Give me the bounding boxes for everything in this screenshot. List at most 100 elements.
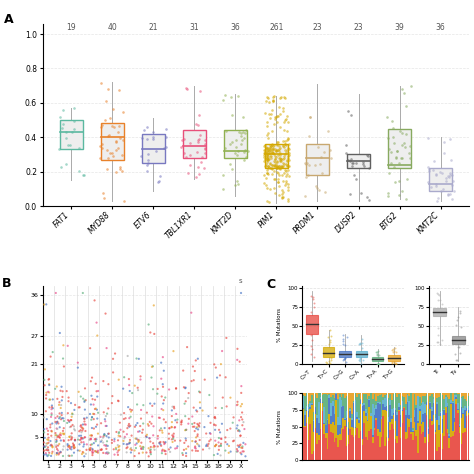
Point (178, 418, 185, 426)
Point (267, 142, 274, 150)
Point (264, 162, 272, 170)
Bar (386, 395, 387, 406)
Point (57, 429, 64, 437)
Point (261, 163, 268, 170)
Point (392, 178, 399, 186)
Point (162, 419, 170, 426)
Point (100, 409, 108, 416)
Point (112, 146, 120, 154)
Point (440, 138, 447, 146)
Bar (349, 419, 351, 428)
Point (273, 146, 281, 154)
Point (161, 424, 168, 432)
Bar (431, 393, 433, 394)
Bar (466, 393, 467, 401)
Point (79, 427, 86, 434)
Point (307, 331, 315, 338)
Point (67, 432, 74, 440)
Point (272, 115, 279, 123)
Point (263, 154, 270, 161)
Point (340, 355, 348, 363)
Point (113, 428, 120, 436)
Point (74, 436, 82, 443)
Point (270, 141, 277, 148)
Bar (363, 405, 365, 410)
Bar (440, 434, 441, 460)
Point (173, 443, 181, 450)
Point (223, 426, 231, 434)
Bar (332, 433, 334, 460)
Point (94, 449, 102, 456)
Point (191, 367, 199, 375)
Bar (308, 393, 309, 404)
Point (43, 440, 50, 447)
Point (196, 399, 204, 406)
Point (317, 153, 325, 161)
Point (390, 164, 398, 171)
Point (104, 430, 112, 438)
Point (126, 387, 134, 395)
Point (67, 399, 75, 407)
Point (139, 445, 147, 453)
Bar (456, 404, 457, 460)
Point (375, 351, 383, 358)
Point (269, 97, 276, 104)
Point (62, 135, 70, 142)
Point (186, 161, 194, 169)
Point (162, 450, 169, 458)
Point (234, 92, 241, 100)
Bar (436, 451, 438, 460)
Point (265, 198, 273, 205)
Bar (332, 422, 334, 433)
Point (237, 441, 244, 448)
Point (45, 447, 52, 454)
Point (361, 162, 368, 170)
Point (262, 142, 269, 149)
Point (197, 131, 204, 139)
Point (116, 419, 124, 427)
Point (450, 188, 457, 195)
Point (374, 360, 382, 368)
Point (264, 157, 271, 164)
Bar (325, 425, 327, 433)
Bar (304, 411, 306, 415)
Point (159, 400, 167, 407)
Point (284, 186, 292, 194)
Bar (417, 393, 419, 396)
Point (119, 437, 127, 445)
Point (71, 118, 78, 125)
Point (64, 442, 72, 449)
Point (47, 427, 55, 435)
Point (45, 447, 52, 455)
Point (126, 414, 133, 422)
Point (271, 152, 279, 160)
Point (153, 147, 160, 155)
Point (284, 135, 292, 143)
Bar (448, 438, 450, 447)
Bar (409, 396, 410, 401)
Bar (310, 407, 311, 409)
Point (344, 157, 352, 164)
Point (77, 393, 84, 401)
Point (41, 382, 48, 389)
Point (388, 346, 395, 354)
Bar (306, 410, 308, 411)
Point (275, 155, 283, 162)
Point (103, 344, 110, 352)
Point (216, 428, 224, 436)
Bar (375, 405, 377, 409)
Point (241, 146, 249, 154)
Point (48, 405, 55, 413)
Bar (431, 394, 433, 407)
Point (275, 163, 283, 170)
Point (192, 407, 200, 414)
Point (156, 414, 164, 422)
Point (65, 437, 73, 444)
Point (112, 168, 120, 175)
Point (43, 389, 50, 396)
Bar (389, 400, 391, 405)
Point (103, 432, 110, 440)
Point (191, 443, 199, 450)
Point (269, 171, 276, 178)
Point (47, 432, 55, 439)
